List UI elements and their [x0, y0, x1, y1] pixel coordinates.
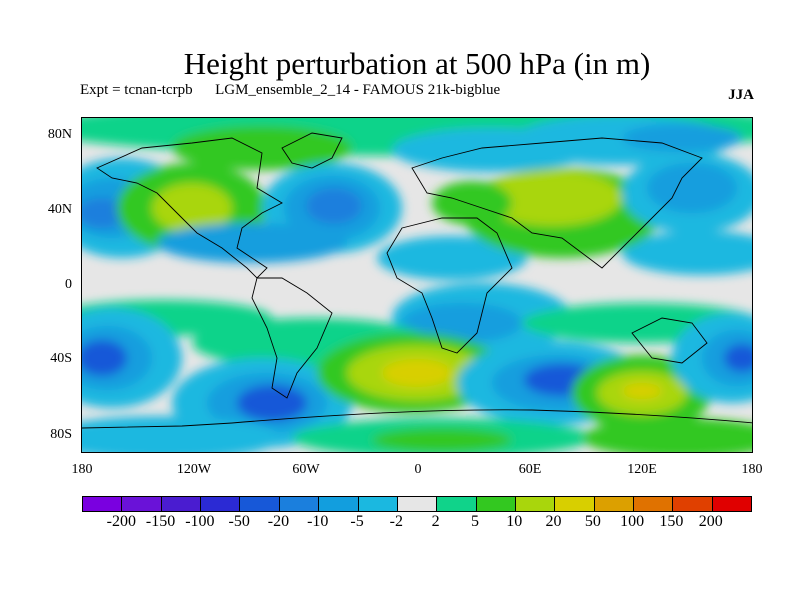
- colorbar-label: -50: [228, 513, 250, 530]
- colorbar-label: 150: [659, 513, 684, 530]
- colorbar-label: 2: [431, 513, 440, 530]
- lon-label-120e: 120E: [627, 462, 657, 477]
- colorbar-label: 20: [545, 513, 562, 530]
- colorbar-swatch: [279, 497, 320, 511]
- colorbar-swatch: [712, 497, 752, 511]
- colorbar-swatch: [476, 497, 516, 511]
- colorbar-label: 50: [584, 513, 601, 530]
- colorbar: [82, 496, 752, 512]
- colorbar-swatch: [161, 497, 202, 511]
- colorbar-swatch: [437, 497, 477, 511]
- colorbar-label: -20: [267, 513, 290, 530]
- lat-label-0: 0: [65, 277, 72, 292]
- colorbar-label: -200: [106, 513, 136, 530]
- field-contours: [82, 118, 752, 452]
- lon-label-0: 0: [414, 462, 422, 477]
- colorbar-label: -10: [307, 513, 329, 530]
- plot-title: Height perturbation at 500 hPa (in m): [183, 46, 651, 81]
- map-panel: [81, 117, 753, 453]
- colorbar-swatch: [122, 497, 162, 511]
- colorbar-label: -100: [185, 513, 215, 530]
- colorbar-swatch: [673, 497, 713, 511]
- map-field: [82, 118, 752, 452]
- lat-label-80n: 80N: [47, 127, 72, 142]
- colorbar-swatch: [515, 497, 556, 511]
- coastlines: [82, 132, 752, 429]
- colorbar-label: -150: [145, 513, 176, 530]
- colorbar-swatch: [201, 497, 241, 511]
- colorbar-label: 100: [620, 513, 645, 530]
- colorbar-swatch: [594, 497, 635, 511]
- colorbar-swatch: [555, 497, 595, 511]
- colorbar-label: -5: [350, 513, 364, 530]
- lon-label-180e: 180: [741, 462, 763, 477]
- season-label: JJA: [728, 87, 754, 103]
- colorbar-swatch: [319, 497, 359, 511]
- colorbar-label: 200: [698, 513, 723, 530]
- lon-label-60e: 60E: [518, 462, 542, 477]
- lon-label-120w: 120W: [176, 462, 212, 477]
- lat-label-40s: 40S: [50, 351, 72, 366]
- lat-label-40n: 40N: [47, 202, 72, 217]
- lon-label-180w: 180: [71, 462, 93, 477]
- lat-label-80s: 80S: [50, 427, 72, 442]
- lon-label-60w: 60W: [292, 462, 320, 477]
- colorbar-swatch: [358, 497, 398, 511]
- colorbar-label: 5: [470, 513, 479, 530]
- colorbar-swatch: [634, 497, 674, 511]
- colorbar-swatch: [397, 497, 438, 511]
- colorbar-swatch: [83, 497, 123, 511]
- colorbar-label: 10: [506, 513, 523, 530]
- colorbar-swatch: [240, 497, 280, 511]
- colorbar-label: -2: [389, 513, 403, 530]
- experiment-subtitle: Expt = tcnan-tcrpb LGM_ensemble_2_14 - F…: [80, 82, 501, 98]
